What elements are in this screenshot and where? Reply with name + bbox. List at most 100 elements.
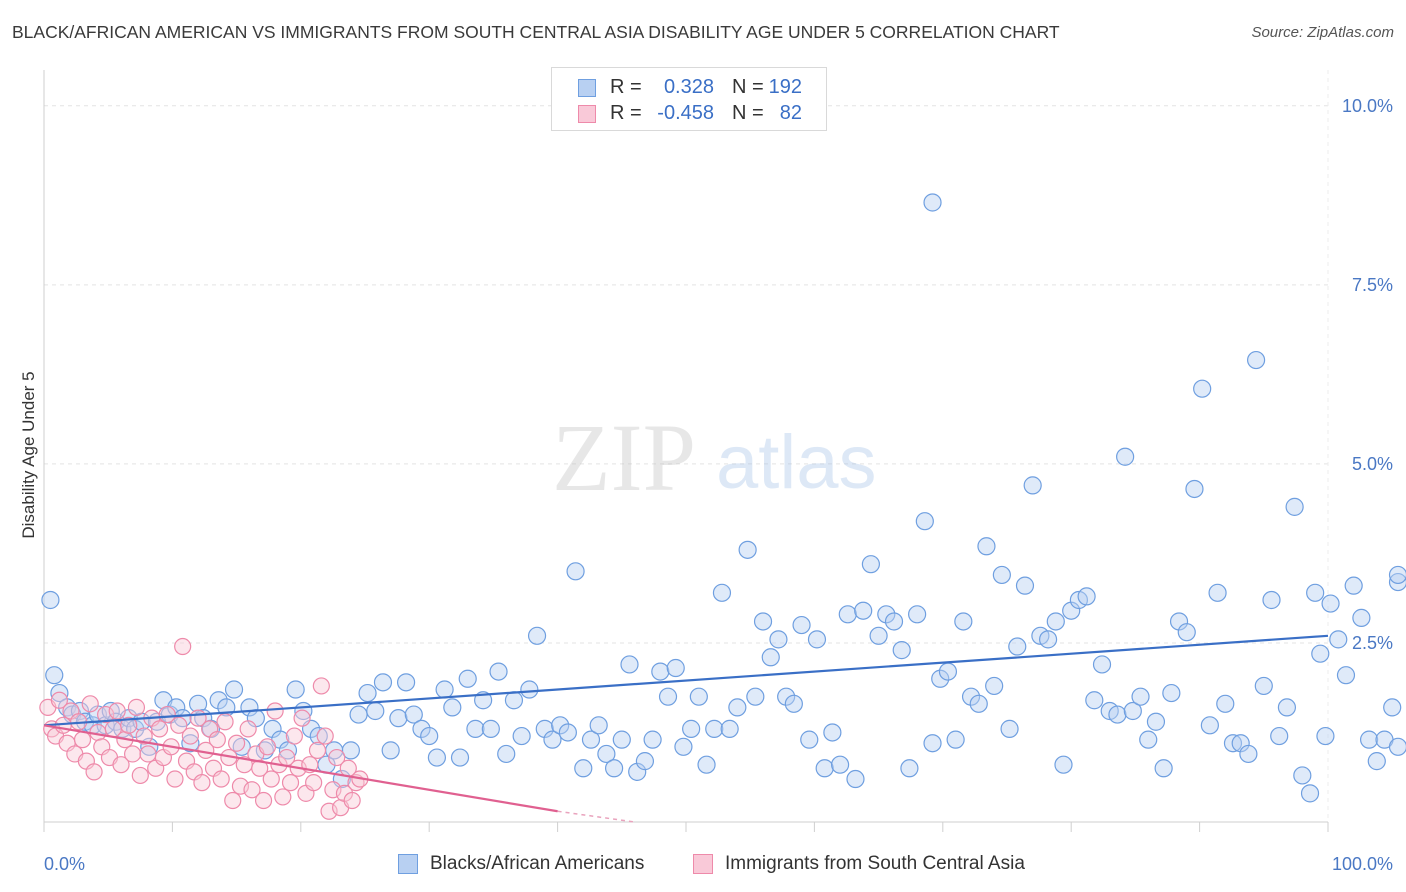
legend-label: Blacks/African Americans bbox=[430, 853, 645, 874]
y-tick-label: 10.0% bbox=[1342, 96, 1393, 116]
point-immigrants bbox=[166, 770, 184, 788]
point-blacks bbox=[1038, 630, 1058, 649]
point-blacks bbox=[761, 648, 780, 667]
point-blacks bbox=[612, 730, 631, 749]
point-immigrants bbox=[258, 738, 277, 756]
point-immigrants bbox=[293, 709, 311, 727]
point-blacks bbox=[527, 626, 547, 645]
point-blacks bbox=[458, 669, 477, 688]
point-blacks bbox=[846, 769, 865, 789]
point-blacks bbox=[1383, 698, 1402, 717]
point-blacks bbox=[1359, 730, 1379, 749]
point-blacks bbox=[1023, 476, 1042, 495]
point-immigrants bbox=[174, 637, 192, 656]
point-blacks bbox=[381, 741, 400, 760]
legend-r-label: R = bbox=[610, 102, 642, 124]
point-blacks bbox=[1077, 587, 1096, 606]
legend-r-value: -0.458 bbox=[657, 102, 714, 124]
point-blacks bbox=[1344, 576, 1363, 595]
trend-line-blacks bbox=[43, 634, 1329, 727]
point-blacks bbox=[900, 759, 919, 778]
point-blacks bbox=[278, 741, 298, 760]
point-blacks bbox=[1008, 637, 1027, 656]
point-blacks bbox=[946, 730, 965, 749]
point-blacks bbox=[712, 583, 732, 602]
series-legend: Blacks/African Americans Immigrants from… bbox=[0, 852, 1406, 878]
point-blacks bbox=[1046, 612, 1065, 631]
point-immigrants bbox=[251, 759, 269, 777]
point-immigrants bbox=[135, 727, 153, 745]
point-blacks bbox=[877, 605, 896, 624]
point-blacks bbox=[396, 673, 416, 692]
point-blacks bbox=[861, 555, 880, 574]
point-immigrants bbox=[285, 727, 303, 745]
point-immigrants bbox=[208, 731, 226, 749]
point-immigrants bbox=[239, 720, 257, 738]
point-immigrants bbox=[224, 791, 242, 810]
y-axis-label: Disability Age Under 5 bbox=[19, 371, 38, 538]
point-blacks bbox=[481, 719, 500, 738]
trend-lines bbox=[43, 634, 1329, 823]
point-blacks bbox=[635, 752, 655, 771]
point-blacks bbox=[1200, 716, 1219, 735]
point-immigrants bbox=[127, 698, 146, 717]
point-blacks bbox=[689, 687, 708, 706]
point-blacks bbox=[435, 680, 454, 699]
point-blacks bbox=[800, 730, 819, 749]
point-blacks bbox=[792, 615, 811, 635]
point-blacks bbox=[1388, 572, 1406, 592]
point-blacks bbox=[1162, 683, 1181, 703]
point-blacks bbox=[1154, 759, 1173, 778]
point-immigrants bbox=[181, 727, 199, 745]
x-tick-label-max: 100.0% bbox=[1332, 854, 1393, 874]
point-blacks bbox=[1131, 687, 1150, 706]
point-blacks bbox=[823, 723, 842, 742]
data-points bbox=[39, 193, 1406, 820]
point-immigrants bbox=[243, 781, 261, 799]
point-immigrants bbox=[112, 756, 130, 774]
point-blacks bbox=[1311, 644, 1330, 663]
point-blacks bbox=[1352, 608, 1371, 627]
point-immigrants bbox=[328, 748, 346, 767]
point-blacks bbox=[341, 741, 360, 760]
legend-swatch-blue bbox=[398, 854, 418, 874]
point-blacks bbox=[574, 759, 593, 778]
point-blacks bbox=[1208, 583, 1227, 602]
legend-n-label: N = bbox=[732, 102, 764, 124]
point-blacks bbox=[1216, 694, 1235, 713]
point-blacks bbox=[666, 658, 685, 678]
point-blacks bbox=[543, 730, 562, 749]
point-blacks bbox=[753, 612, 773, 631]
point-immigrants bbox=[123, 745, 142, 763]
point-blacks bbox=[908, 605, 927, 624]
point-blacks bbox=[497, 744, 516, 764]
point-blacks bbox=[309, 726, 328, 746]
point-blacks bbox=[784, 694, 803, 713]
point-blacks bbox=[404, 705, 423, 724]
point-blacks bbox=[815, 759, 834, 778]
point-blacks bbox=[1085, 691, 1104, 710]
point-immigrants bbox=[308, 741, 327, 759]
point-blacks bbox=[969, 694, 988, 713]
point-blacks bbox=[443, 698, 462, 717]
point-blacks bbox=[869, 626, 888, 645]
point-blacks bbox=[420, 726, 439, 746]
point-blacks bbox=[923, 734, 942, 753]
legend-swatch-pink bbox=[578, 105, 596, 123]
point-immigrants bbox=[305, 774, 323, 792]
point-blacks bbox=[769, 630, 788, 649]
point-blacks bbox=[1285, 497, 1304, 516]
point-immigrants bbox=[266, 702, 284, 720]
point-blacks bbox=[915, 512, 934, 531]
y-tick-label: 7.5% bbox=[1352, 275, 1393, 295]
point-blacks bbox=[1321, 594, 1340, 613]
legend-r-value: 0.328 bbox=[663, 76, 714, 98]
point-blacks bbox=[923, 193, 942, 212]
point-blacks bbox=[181, 734, 200, 753]
point-blacks bbox=[1270, 726, 1289, 746]
point-blacks bbox=[777, 687, 796, 706]
point-blacks bbox=[1277, 698, 1297, 717]
point-blacks bbox=[1092, 655, 1112, 674]
point-immigrants bbox=[216, 713, 234, 731]
